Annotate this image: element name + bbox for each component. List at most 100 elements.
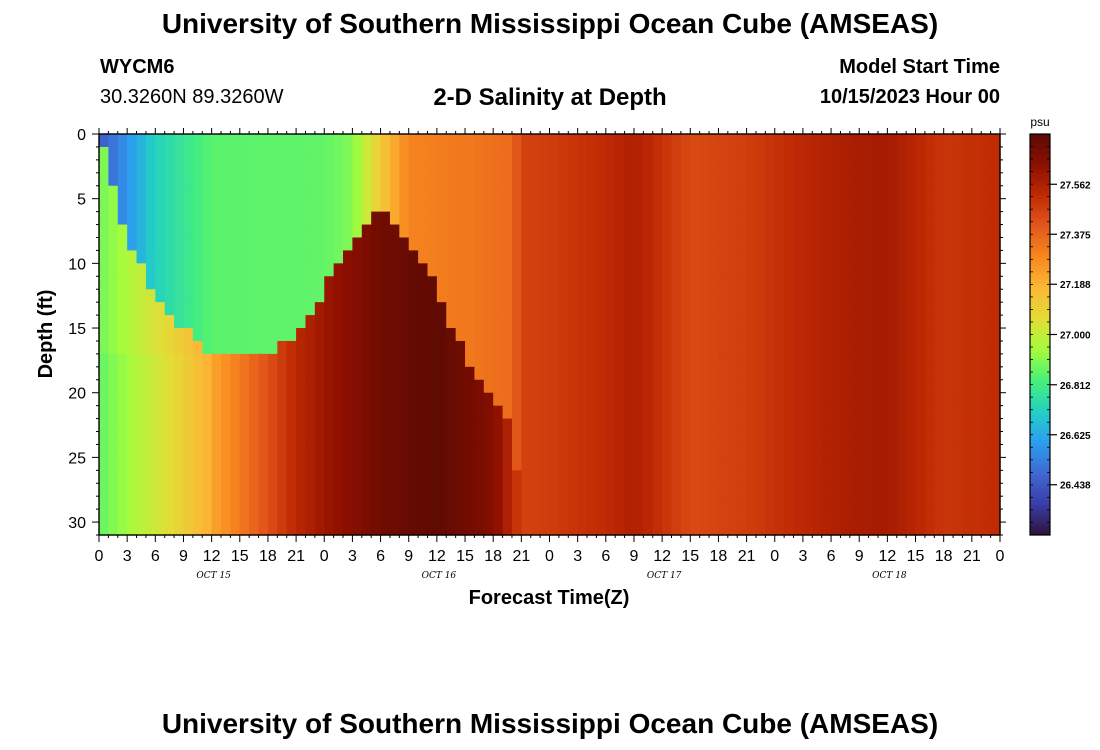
heatmap-cell <box>211 457 222 471</box>
heatmap-cell <box>286 418 297 433</box>
heatmap-cell <box>680 405 691 420</box>
heatmap-cell <box>821 211 832 226</box>
heatmap-cell <box>784 315 795 329</box>
heatmap-cell <box>530 483 541 497</box>
heatmap-cell <box>502 366 513 381</box>
heatmap-cell <box>802 366 813 381</box>
heatmap-cell <box>568 211 579 226</box>
heatmap-cell <box>859 315 870 329</box>
heatmap-cell <box>709 392 720 407</box>
heatmap-cell <box>511 134 522 148</box>
heatmap-cell <box>915 185 926 200</box>
heatmap-cell <box>962 276 973 290</box>
heatmap-cell <box>511 237 522 252</box>
heatmap-cell <box>371 366 382 381</box>
heatmap-cell <box>699 211 710 226</box>
heatmap-cell <box>896 353 907 368</box>
heatmap-cell <box>343 237 354 252</box>
heatmap-cell <box>465 134 476 148</box>
heatmap-cell <box>343 418 354 433</box>
heatmap-cell <box>483 134 494 148</box>
heatmap-cell <box>859 224 870 239</box>
heatmap-cell <box>399 250 410 264</box>
heatmap-cell <box>784 328 795 342</box>
heatmap-cell <box>267 496 278 510</box>
heatmap-cell <box>493 470 504 484</box>
heatmap-cell <box>267 276 278 290</box>
heatmap-cell <box>343 289 354 303</box>
heatmap-cell <box>221 198 231 213</box>
heatmap-cell <box>727 405 738 420</box>
heatmap-cell <box>737 457 748 471</box>
heatmap-cell <box>924 431 935 446</box>
heatmap-cell <box>192 509 203 523</box>
heatmap-cell <box>221 172 231 187</box>
heatmap-cell <box>896 159 907 174</box>
heatmap-cell <box>286 289 297 303</box>
x-tick-label: 18 <box>935 548 953 565</box>
heatmap-cell <box>117 392 128 407</box>
heatmap-cell <box>662 263 673 277</box>
heatmap-cell <box>436 522 447 536</box>
heatmap-cell <box>511 431 522 446</box>
heatmap-cell <box>690 185 701 200</box>
heatmap-cell <box>746 496 757 510</box>
heatmap-cell <box>859 353 870 368</box>
heatmap-cell <box>615 224 626 239</box>
heatmap-cell <box>784 483 795 497</box>
heatmap-cell <box>821 328 832 342</box>
heatmap-cell <box>877 276 888 290</box>
heatmap-cell <box>474 224 485 239</box>
heatmap-cell <box>802 496 813 510</box>
heatmap-cell <box>540 263 551 277</box>
heatmap-cell <box>633 263 644 277</box>
heatmap-cell <box>849 509 860 523</box>
heatmap-cell <box>887 250 898 264</box>
heatmap-cell <box>737 146 748 161</box>
heatmap-cell <box>136 444 147 458</box>
heatmap-cell <box>953 211 964 226</box>
heatmap-cell <box>746 172 757 187</box>
heatmap-cell <box>746 470 757 484</box>
heatmap-cell <box>662 418 673 433</box>
heatmap-cell <box>699 315 710 329</box>
heatmap-cell <box>145 237 156 252</box>
heatmap-cell <box>746 302 757 316</box>
heatmap-cell <box>455 470 466 484</box>
heatmap-cell <box>934 328 945 342</box>
heatmap-cell <box>455 483 466 497</box>
heatmap-cell <box>859 134 870 148</box>
heatmap-cell <box>530 302 541 316</box>
heatmap-cell <box>352 496 363 510</box>
heatmap-cell <box>202 496 213 510</box>
heatmap-cell <box>943 457 954 471</box>
heatmap-cell <box>699 263 710 277</box>
heatmap-cell <box>483 302 494 316</box>
heatmap-cell <box>615 211 626 226</box>
heatmap-cell <box>849 522 860 536</box>
heatmap-cell <box>877 263 888 277</box>
heatmap-cell <box>333 509 344 523</box>
heatmap-cell <box>887 315 898 329</box>
heatmap-cell <box>202 431 213 446</box>
heatmap-cell <box>887 302 898 316</box>
heatmap-cell <box>211 211 222 226</box>
heatmap-cell <box>709 211 720 226</box>
heatmap-cell <box>587 496 598 510</box>
heatmap-cell <box>164 159 175 174</box>
heatmap-cell <box>990 328 1001 342</box>
heatmap-cell <box>624 211 635 226</box>
heatmap-cell <box>699 405 710 420</box>
heatmap-cell <box>577 353 588 368</box>
heatmap-cell <box>643 379 654 394</box>
heatmap-cell <box>352 302 363 316</box>
heatmap-cell <box>314 198 325 213</box>
x-tick-label: 9 <box>179 548 188 565</box>
heatmap-cell <box>690 276 701 290</box>
heatmap-cell <box>465 379 476 394</box>
heatmap-cell <box>605 263 616 277</box>
heatmap-cell <box>746 328 757 342</box>
heatmap-cell <box>174 379 185 394</box>
heatmap-cell <box>211 366 222 381</box>
heatmap-cell <box>587 185 598 200</box>
